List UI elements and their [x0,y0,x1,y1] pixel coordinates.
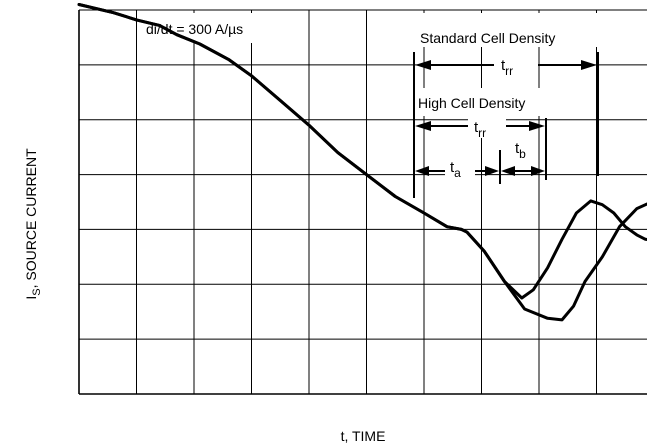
trr-standard-label: trr [501,57,513,78]
grid [79,10,647,394]
trr-standard-label-bg [494,52,538,78]
high-cell-density-label: High Cell Density [418,95,525,111]
trr-high-right-arrowhead [529,121,545,131]
x-axis-title: t, TIME [341,428,386,444]
tb-right-arrowhead [531,166,545,176]
curves [77,3,647,322]
y-axis-title: IS, SOURCE CURRENT [23,148,43,300]
standard-cell-density-curve [77,3,647,322]
trr-high-label: trr [474,119,486,140]
high-label-bg [413,88,561,116]
trr-high-left-arrowhead [415,121,431,131]
tb-label: tb [515,140,526,161]
high-cell-density-curve [77,3,647,300]
standard-cell-density-label: Standard Cell Density [420,30,555,46]
ta-label: ta [450,159,461,180]
ta-label-bg [445,156,475,180]
trr-high-label-bg [468,116,506,138]
didt-label: di/dt = 300 A/µs [146,21,243,37]
standard-label-bg [413,13,597,47]
trr-standard-right-arrowhead [581,60,597,70]
tb-label-bg [509,140,537,166]
trr-standard-left-arrowhead [415,60,431,70]
tb-left-arrowhead [501,166,515,176]
trr-standard-dimension [413,52,599,198]
ta-left-arrowhead [415,166,429,176]
ta-right-arrowhead [485,166,499,176]
